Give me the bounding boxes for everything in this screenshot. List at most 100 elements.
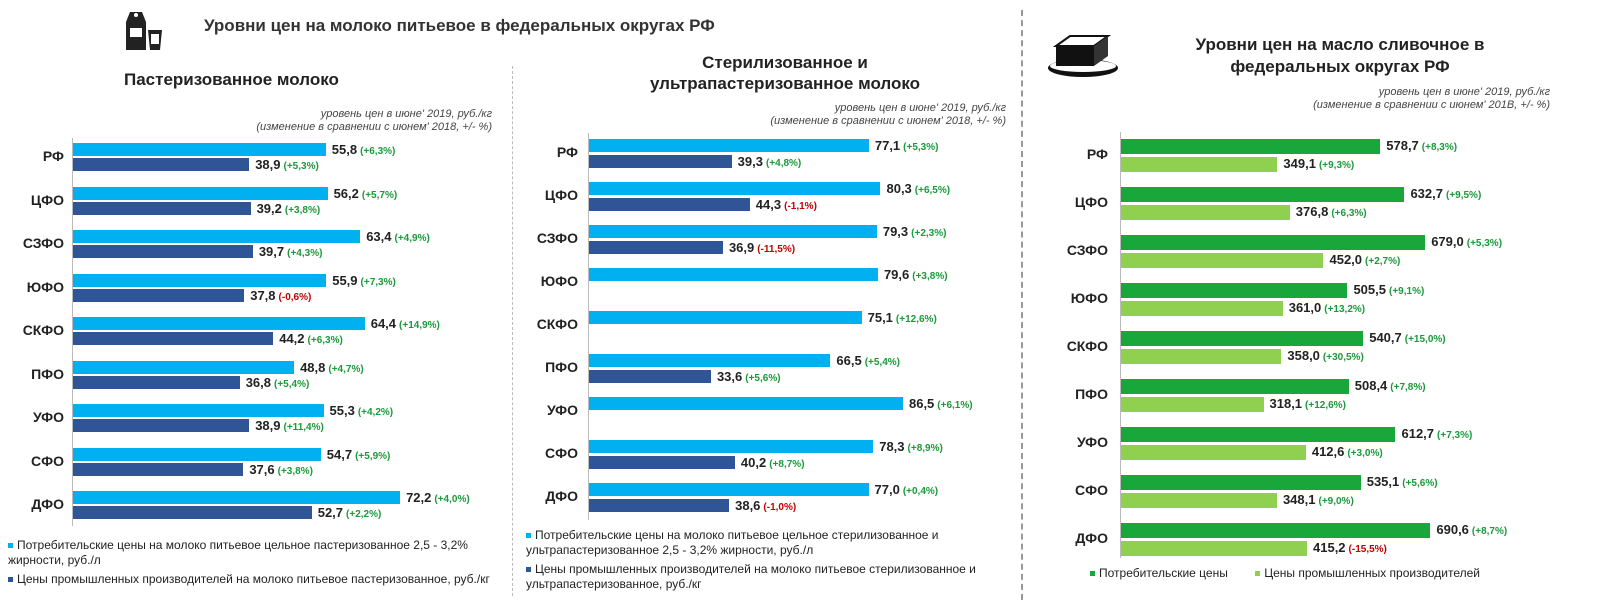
bar-consumer [1121,187,1405,202]
category-label: ЮФО [26,278,64,295]
bar-consumer [73,404,324,417]
data-change: (+11,4%) [283,422,324,433]
bar-producer [1121,541,1307,556]
data-value: 412,6 [1311,444,1345,459]
data-change: (+4,0%) [434,494,470,505]
data-change: (+8,7%) [1471,526,1508,537]
data-change: (+3,8%) [284,204,321,216]
data-label: 318,1 (+12,6%) [1270,396,1346,411]
data-change: (+5,6%) [745,373,781,384]
category-label: СЗФО [22,235,64,251]
legend-swatch-producer [526,567,531,573]
data-change: (+0,4%) [902,486,939,497]
data-change: (+6,3%) [360,146,396,157]
data-change: (+13,2%) [1324,304,1366,315]
data-label: 508,4 (+7,8%) [1355,378,1426,393]
data-label: 39,7 (+4,3%) [259,244,323,259]
bar-consumer [589,354,831,367]
data-label: 612,7 (+7,3%) [1401,426,1472,441]
data-label: 56,2 (+5,7%) [334,186,398,201]
data-value: 63,4 [366,229,392,244]
chart1-title: Пастеризованное молоко [124,70,339,89]
legend-item-consumer: Потребительские цены на молоко питьевое … [526,528,1016,558]
data-change: (+14,9%) [399,320,440,331]
data-value: 39,3 [737,154,763,169]
category-label: ЮФО [1070,290,1108,306]
bar-consumer [1121,331,1364,346]
category-label: СКФО [536,316,578,332]
bar-producer [1121,397,1264,412]
data-value: 37,6 [249,461,275,477]
data-value: 38,9 [255,157,281,172]
data-change: (+8,9%) [907,443,943,454]
category-label: ЦФО [1074,194,1108,210]
data-change: (+6,3%) [1331,208,1367,219]
bar-consumer [73,230,361,243]
legend-label: Потребительские цены [1099,566,1228,580]
data-value: 679,0 [1431,234,1464,249]
legend-label: Потребительские цены на молоко питьевое … [8,538,468,567]
category-label: РФ [1086,146,1108,162]
data-change: (+9,5%) [1445,190,1482,201]
milk-title: Уровни цен на молоко питьевое в федераль… [204,16,715,35]
chart1-note-line2: (изменение в сравнении с июнем' 2018, +/… [256,121,492,133]
data-change: (+5,4%) [274,378,310,390]
data-label: 77,1 (+5,3%) [875,138,939,153]
legend-item-consumer: Потребительские цены на молоко питьевое … [8,538,508,568]
milk-carton-glass-icon [126,12,162,50]
bar-producer [1121,445,1306,460]
bar-producer [589,241,723,254]
bar-producer [1121,205,1290,220]
chart1-note: уровень цен в июне' 2019, руб./кг (измен… [180,108,492,134]
category-label: СФО [545,445,578,461]
data-label: 349,1 (+9,3%) [1283,156,1354,171]
data-value: 52,7 [317,505,344,520]
data-value: 39,7 [258,244,285,259]
data-label: 78,3 (+8,9%) [879,439,943,454]
data-value: 54,7 [326,446,353,462]
data-value: 38,6 [735,498,761,513]
chart2-note-line1: уровень цен в июне' 2019, руб./кг [834,102,1006,114]
butter-title: Уровни цен на масло сливочное в федераль… [1195,35,1485,76]
data-label: 37,8 (-0,6%) [250,288,311,303]
legend-swatch-producer [1255,571,1261,577]
data-change: (-1,1%) [784,201,817,212]
data-change: (+4,2%) [357,407,394,418]
data-label: 79,3 (+2,3%) [883,224,947,239]
data-label: 412,6 (+3,0%) [1312,444,1383,459]
data-change: (+6,1%) [937,400,973,411]
data-value: 55,8 [331,142,358,157]
data-change: (+6,3%) [307,335,343,346]
data-value: 77,0 [874,482,900,497]
data-label: 679,0 (+5,3%) [1431,234,1502,249]
data-label: 36,9 (-11,5%) [729,240,795,255]
chart-sterilized-milk: РФ 77,1 (+5,3%) 39,3 (+4,8%) ЦФО 80,3 (+6,5%) 44… [536,133,973,520]
data-label: 361,0 (+13,2%) [1289,300,1365,315]
data-label: 632,7 (+9,5%) [1410,186,1481,201]
data-change: (-15,5%) [1348,544,1387,555]
data-value: 39,2 [256,200,282,216]
category-label: СФО [31,452,64,469]
bar-producer [73,506,312,519]
data-value: 44,3 [755,197,782,212]
data-change: (+9,1%) [1389,286,1425,297]
legend-label: Цены промышленных производителей на моло… [17,572,490,586]
category-label: УФО [32,409,64,425]
data-value: 55,3 [329,403,355,418]
data-value: 56,2 [333,185,359,201]
data-value: 48,8 [300,359,326,375]
data-label: 66,5 (+5,4%) [836,353,900,368]
data-value: 77,1 [874,138,901,153]
data-value: 452,0 [1329,252,1363,267]
data-label: 44,3 (-1,1%) [756,197,817,212]
data-label: 36,8 (+5,4%) [246,375,310,390]
data-change: (+4,9%) [394,233,430,244]
chart-pasteurized-milk: РФ 55,8 (+6,3%) 38,9 (+5,3%) ЦФО 56,2 (+5,7%) 39… [0,0,512,606]
chart3-note: уровень цен в июне' 2019, руб./кг (измен… [1240,86,1550,112]
bar-consumer [73,186,328,200]
bar-consumer [73,273,327,287]
category-label: ДФО [1075,530,1108,546]
chart2-title: Стерилизованное и ультрапастеризованное … [649,53,921,93]
data-value: 40,2 [740,455,767,470]
data-value: 578,7 [1386,138,1419,153]
